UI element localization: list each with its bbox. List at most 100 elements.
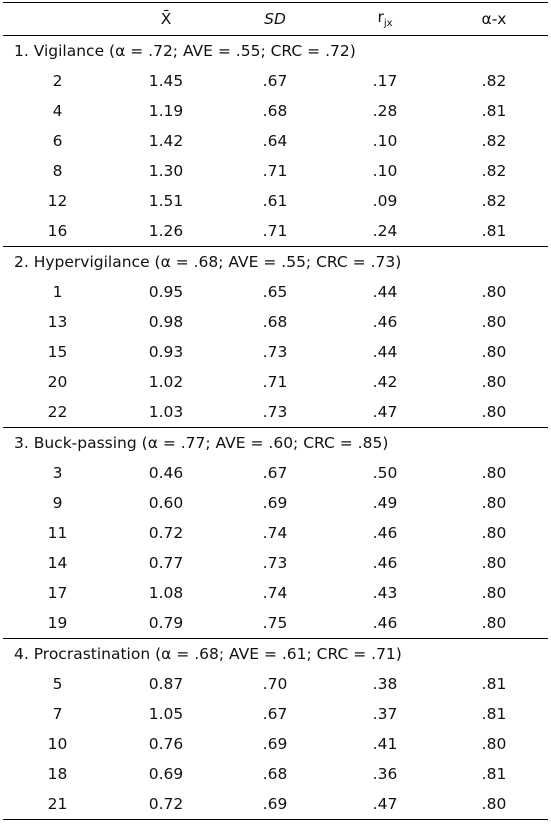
cell: .80 <box>481 373 507 391</box>
data-row: 20 1.02 .71 .42 .80 <box>3 367 548 397</box>
section-row: 1. Vigilance (α = .72; AVE = .55; CRC = … <box>3 36 548 67</box>
cell: 0.87 <box>148 675 184 693</box>
section-row: 2. Hypervigilance (α = .68; AVE = .55; C… <box>3 246 548 277</box>
data-row: 8 1.30 .71 .10 .82 <box>3 156 548 186</box>
cell: .28 <box>372 102 398 120</box>
cell: .80 <box>481 403 507 421</box>
cell: .82 <box>481 192 507 210</box>
cell: 0.72 <box>112 789 220 820</box>
cell: .69 <box>262 494 288 512</box>
cell: .10 <box>372 132 398 150</box>
cell: 20 <box>47 373 68 391</box>
cell: .81 <box>481 102 507 120</box>
data-row: 10 0.76 .69 .41 .80 <box>3 729 548 759</box>
data-row: 6 1.42 .64 .10 .82 <box>3 126 548 156</box>
data-row: 3 0.46 .67 .50 .80 <box>3 458 548 488</box>
cell: 0.98 <box>148 313 184 331</box>
cell: 1.51 <box>148 192 184 210</box>
cell: 17 <box>47 584 68 602</box>
header-cell <box>3 2 112 36</box>
cell: .80 <box>481 584 507 602</box>
data-row: 4 1.19 .68 .28 .81 <box>3 96 548 126</box>
cell: .75 <box>262 614 288 632</box>
cell: .10 <box>372 162 398 180</box>
cell: .42 <box>372 373 398 391</box>
cell: 22 <box>47 403 68 421</box>
cell: 0.69 <box>148 765 184 783</box>
header-cell: X̄ <box>112 2 220 36</box>
data-row: 13 0.98 .68 .46 .80 <box>3 307 548 337</box>
cell: .36 <box>372 765 398 783</box>
cell: .61 <box>262 192 288 210</box>
cell: 9 <box>52 494 63 512</box>
header-cell: α-x <box>440 2 548 36</box>
cell: 4 <box>52 102 63 120</box>
cell: .80 <box>481 343 507 361</box>
section-title: 2. Hypervigilance (α = .68; AVE = .55; C… <box>3 246 548 277</box>
cell: .74 <box>262 584 288 602</box>
cell: 0.93 <box>148 343 184 361</box>
table: X̄ SD rjx α-x 1. Vigilance (α = .72; AVE… <box>3 2 548 820</box>
header-text: r <box>377 8 384 27</box>
cell: .74 <box>262 524 288 542</box>
cell: 0.79 <box>148 614 184 632</box>
cell: 21 <box>3 789 112 820</box>
cell: 3 <box>52 464 63 482</box>
data-row: 16 1.26 .71 .24 .81 <box>3 216 548 247</box>
data-row: 9 0.60 .69 .49 .80 <box>3 488 548 518</box>
section-title: 1. Vigilance (α = .72; AVE = .55; CRC = … <box>14 42 356 60</box>
cell: .69 <box>220 789 330 820</box>
cell: .67 <box>262 705 288 723</box>
cell: 11 <box>47 524 68 542</box>
cell: 10 <box>47 735 68 753</box>
cell: 1.08 <box>148 584 184 602</box>
cell: 1.19 <box>148 102 184 120</box>
data-row: 18 0.69 .68 .36 .81 <box>3 759 548 789</box>
cell: 6 <box>52 132 63 150</box>
cell: .64 <box>262 132 288 150</box>
cell: .46 <box>372 313 398 331</box>
cell: .71 <box>262 373 288 391</box>
cell: .46 <box>372 524 398 542</box>
cell: .71 <box>262 222 288 240</box>
cell: 0.76 <box>148 735 184 753</box>
cell: 19 <box>47 614 68 632</box>
cell: .68 <box>262 765 288 783</box>
cell: 1.42 <box>148 132 184 150</box>
data-row: 12 1.51 .61 .09 .82 <box>3 186 548 216</box>
cell: 14 <box>47 554 68 572</box>
cell: .81 <box>481 705 507 723</box>
data-row: 11 0.72 .74 .46 .80 <box>3 518 548 548</box>
cell: 1.30 <box>148 162 184 180</box>
header-cell: SD <box>220 2 330 36</box>
cell: .81 <box>481 675 507 693</box>
cell: 15 <box>47 343 68 361</box>
cell: .69 <box>262 735 288 753</box>
cell: .80 <box>481 554 507 572</box>
data-row: 15 0.93 .73 .44 .80 <box>3 337 548 367</box>
cell: .50 <box>372 464 398 482</box>
cell: .47 <box>372 403 398 421</box>
cell: .80 <box>481 524 507 542</box>
cell: .44 <box>372 343 398 361</box>
cell: 12 <box>47 192 68 210</box>
cell: .17 <box>372 72 398 90</box>
data-row: 14 0.77 .73 .46 .80 <box>3 548 548 578</box>
cell: .46 <box>372 614 398 632</box>
section-title: 3. Buck-passing (α = .77; AVE = .60; CRC… <box>3 427 548 458</box>
cell: .67 <box>262 72 288 90</box>
cell: 16 <box>47 222 68 240</box>
cell: 0.77 <box>148 554 184 572</box>
cell: .38 <box>372 675 398 693</box>
cell: .73 <box>262 403 288 421</box>
cell: 0.46 <box>148 464 184 482</box>
cell: 0.60 <box>148 494 184 512</box>
data-row: 2 1.45 .67 .17 .82 <box>3 66 548 96</box>
cell: .80 <box>440 789 548 820</box>
data-row: 5 0.87 .70 .38 .81 <box>3 669 548 699</box>
cell: .80 <box>481 313 507 331</box>
cell: .82 <box>481 72 507 90</box>
cell: .73 <box>262 554 288 572</box>
cell: .82 <box>481 162 507 180</box>
data-row: 21 0.72.69.47.80 <box>3 789 548 820</box>
